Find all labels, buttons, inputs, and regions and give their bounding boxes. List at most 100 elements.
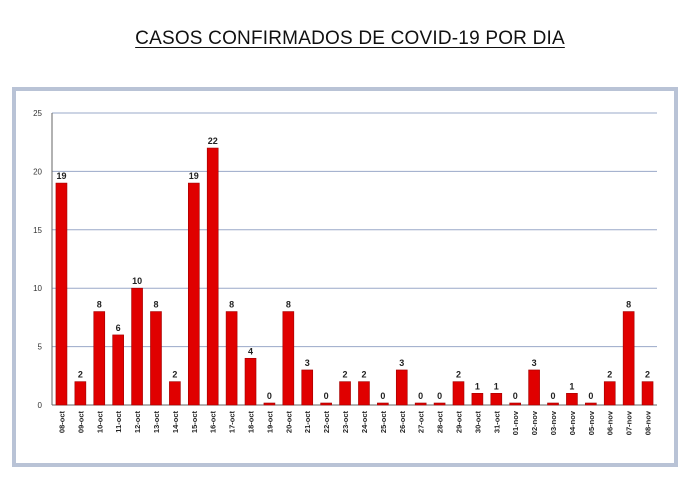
y-tick-label: 25 xyxy=(33,109,42,118)
y-tick-label: 5 xyxy=(38,343,43,352)
data-label: 10 xyxy=(132,276,142,286)
bar xyxy=(150,311,162,406)
x-tick-label: 05-nov xyxy=(587,410,596,435)
bar xyxy=(55,182,68,406)
bar xyxy=(377,402,389,406)
data-label: 19 xyxy=(189,171,199,181)
x-tick-label: 06-nov xyxy=(606,410,615,435)
bar xyxy=(471,393,484,406)
x-tick-label: 17-oct xyxy=(228,411,237,434)
x-tick-label: 16-oct xyxy=(209,411,218,434)
data-label: 8 xyxy=(153,300,158,310)
bar xyxy=(244,357,257,406)
data-label: 0 xyxy=(551,391,556,401)
x-tick-label: 29-oct xyxy=(454,411,463,434)
x-tick-label: 03-nov xyxy=(549,410,558,435)
data-label: 22 xyxy=(208,136,218,146)
data-label: 2 xyxy=(78,370,83,380)
bar xyxy=(622,311,635,406)
bar xyxy=(206,147,219,406)
data-label: 8 xyxy=(229,300,234,310)
data-label: 2 xyxy=(645,370,650,380)
x-tick-label: 26-oct xyxy=(398,411,407,434)
x-tick-label: 28-oct xyxy=(436,411,445,434)
x-tick-label: 01-nov xyxy=(511,410,520,435)
bar xyxy=(509,402,522,406)
x-tick-label: 13-oct xyxy=(152,411,161,434)
x-tick-label: 09-oct xyxy=(76,411,85,434)
bar xyxy=(131,287,143,406)
bar xyxy=(263,402,276,406)
data-label: 0 xyxy=(418,391,423,401)
bar xyxy=(452,381,465,406)
data-label: 0 xyxy=(588,391,593,401)
x-tick-label: 25-oct xyxy=(379,411,388,434)
data-label: 2 xyxy=(456,370,461,380)
bar xyxy=(547,402,559,406)
bar xyxy=(339,381,351,406)
data-label: 2 xyxy=(172,370,177,380)
x-tick-label: 08-nov xyxy=(644,410,653,435)
bar xyxy=(585,402,597,406)
data-label: 2 xyxy=(343,370,348,380)
x-tick-label: 22-oct xyxy=(322,411,331,434)
x-tick-label: 15-oct xyxy=(190,411,199,434)
chart-title-text: CASOS CONFIRMADOS DE COVID-19 POR DIA xyxy=(135,28,565,49)
data-label: 2 xyxy=(607,370,612,380)
data-label: 8 xyxy=(626,300,631,310)
data-label: 6 xyxy=(116,323,121,333)
x-tick-label: 10-oct xyxy=(95,411,104,434)
bar xyxy=(566,393,578,406)
bar xyxy=(414,402,427,406)
bar xyxy=(225,311,238,406)
chart-title: CASOS CONFIRMADOS DE COVID-19 POR DIA xyxy=(0,28,700,50)
y-tick-label: 10 xyxy=(33,284,42,293)
x-tick-label: 30-oct xyxy=(473,411,482,434)
data-label: 1 xyxy=(475,381,480,391)
x-tick-label: 19-oct xyxy=(265,411,274,434)
data-label: 8 xyxy=(97,300,102,310)
x-tick-label: 04-nov xyxy=(568,410,577,435)
x-tick-label: 31-oct xyxy=(492,411,501,434)
bar xyxy=(320,402,332,406)
bar xyxy=(169,381,181,406)
data-label: 0 xyxy=(513,391,518,401)
x-tick-label: 20-oct xyxy=(284,411,293,434)
x-tick-label: 23-oct xyxy=(341,411,350,434)
x-tick-label: 02-nov xyxy=(530,410,539,435)
data-label: 0 xyxy=(437,391,442,401)
x-tick-label: 12-oct xyxy=(133,411,142,434)
bar xyxy=(187,182,200,406)
bar xyxy=(74,381,87,406)
x-tick-label: 07-nov xyxy=(625,410,634,435)
bar xyxy=(490,393,503,406)
x-tick-label: 14-oct xyxy=(171,411,180,434)
data-label: 4 xyxy=(248,346,253,356)
bar xyxy=(641,381,654,406)
data-label: 0 xyxy=(267,391,272,401)
bar xyxy=(603,381,616,406)
data-label: 3 xyxy=(532,358,537,368)
data-label: 0 xyxy=(324,391,329,401)
x-tick-label: 18-oct xyxy=(247,411,256,434)
bar xyxy=(112,334,124,406)
data-label: 1 xyxy=(494,381,499,391)
data-label: 0 xyxy=(380,391,385,401)
bar xyxy=(358,381,370,406)
y-tick-label: 20 xyxy=(33,167,42,176)
data-label: 3 xyxy=(399,358,404,368)
data-label: 19 xyxy=(56,171,66,181)
bar xyxy=(528,369,540,406)
data-label: 3 xyxy=(305,358,310,368)
y-tick-label: 0 xyxy=(38,401,43,410)
data-label: 2 xyxy=(361,370,366,380)
bar xyxy=(395,369,408,406)
x-tick-label: 11-oct xyxy=(114,411,123,433)
bar xyxy=(433,402,446,406)
bar xyxy=(282,311,295,406)
data-label: 8 xyxy=(286,300,291,310)
bar xyxy=(301,369,314,406)
x-tick-label: 27-oct xyxy=(417,411,426,434)
x-tick-label: 24-oct xyxy=(360,411,369,434)
y-tick-label: 15 xyxy=(33,226,42,235)
